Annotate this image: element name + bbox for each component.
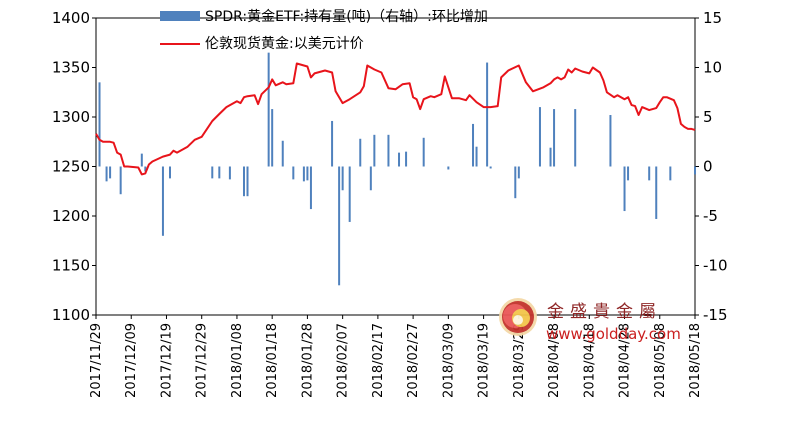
x-tick-label: 2018/02/27 bbox=[406, 323, 421, 398]
bar bbox=[348, 166, 351, 222]
right-axis-labels: -15 -10 -5 0 5 10 15 bbox=[703, 9, 728, 324]
x-tick-label: 2017/11/29 bbox=[89, 323, 104, 398]
right-tick-label: -15 bbox=[703, 306, 728, 324]
tick-marks bbox=[92, 17, 699, 316]
x-tick-label: 2017/12/09 bbox=[124, 323, 139, 398]
bar bbox=[281, 140, 284, 167]
bar bbox=[648, 166, 651, 181]
left-tick-label: 1350 bbox=[52, 59, 90, 77]
bar bbox=[168, 166, 171, 179]
bar bbox=[405, 151, 408, 167]
bar bbox=[228, 166, 231, 180]
x-tick-label: 2018/01/08 bbox=[230, 323, 245, 398]
bar bbox=[369, 166, 372, 191]
x-tick-label: 2018/01/18 bbox=[265, 323, 280, 398]
bar bbox=[627, 166, 630, 181]
x-tick-label: 2018/04/28 bbox=[618, 323, 633, 398]
right-tick-label: 0 bbox=[703, 158, 713, 176]
bar bbox=[271, 109, 274, 167]
legend-bar-swatch bbox=[160, 11, 200, 21]
left-tick-label: 1300 bbox=[52, 108, 90, 126]
x-tick-label: 2018/01/28 bbox=[300, 323, 315, 398]
bar bbox=[398, 152, 401, 167]
x-tick-label: 2017/12/19 bbox=[159, 323, 174, 398]
left-tick-label: 1150 bbox=[52, 257, 90, 275]
bar bbox=[302, 166, 305, 182]
x-tick-label: 2018/04/18 bbox=[582, 323, 597, 398]
gold-price-series-line bbox=[95, 62, 696, 176]
x-tick-label: 2018/05/08 bbox=[653, 323, 668, 398]
right-tick-label: 5 bbox=[703, 108, 713, 126]
bar bbox=[218, 166, 221, 179]
bar bbox=[549, 147, 552, 167]
bar bbox=[472, 123, 475, 167]
bar bbox=[694, 166, 696, 175]
bar bbox=[292, 166, 295, 180]
bar bbox=[387, 134, 390, 167]
bar bbox=[553, 109, 556, 167]
spdr-bars bbox=[98, 52, 696, 286]
x-axis-labels: 2017/11/29 2017/12/09 2017/12/19 2017/12/29… bbox=[89, 315, 703, 398]
bar bbox=[609, 115, 612, 167]
bar bbox=[144, 166, 147, 172]
bar bbox=[331, 120, 334, 167]
bar bbox=[538, 107, 541, 167]
bar bbox=[489, 166, 492, 169]
legend-line-label: 伦敦现货黄金:以美元计价 bbox=[205, 35, 364, 52]
bar bbox=[338, 166, 341, 286]
left-axis-labels: 1100 1150 1200 1250 1300 1350 1400 bbox=[52, 9, 90, 324]
bar bbox=[359, 138, 362, 167]
bar bbox=[140, 153, 143, 167]
bar bbox=[211, 166, 214, 179]
x-tick-label: 2018/02/07 bbox=[336, 323, 351, 398]
watermark-url: www.goldday.com bbox=[546, 325, 681, 343]
x-tick-label: 2018/03/09 bbox=[441, 323, 456, 398]
bar bbox=[309, 166, 312, 210]
watermark: 金盛貴金屬 www.goldday.com bbox=[499, 298, 681, 343]
right-tick-label: -10 bbox=[703, 257, 728, 275]
left-tick-label: 1100 bbox=[52, 306, 90, 324]
bar bbox=[242, 166, 245, 197]
bar bbox=[422, 137, 425, 167]
watermark-logo-icon bbox=[499, 298, 537, 336]
x-tick-label: 2017/12/29 bbox=[195, 323, 210, 398]
bar bbox=[98, 82, 101, 167]
right-tick-label: 10 bbox=[703, 59, 722, 77]
x-tick-label: 2018/02/17 bbox=[371, 323, 386, 398]
bar bbox=[655, 166, 658, 219]
bar bbox=[475, 146, 478, 167]
bar bbox=[373, 134, 376, 167]
legend-bar-label: SPDR:黄金ETF:持有量(吨)（右轴）:环比增加 bbox=[205, 8, 488, 25]
bar bbox=[119, 166, 122, 195]
right-tick-label: -5 bbox=[703, 207, 718, 225]
bar bbox=[574, 109, 577, 167]
bar bbox=[514, 166, 517, 199]
bar bbox=[517, 166, 520, 179]
x-tick-label: 2018/03/19 bbox=[477, 323, 492, 398]
left-tick-label: 1400 bbox=[52, 9, 90, 27]
bar bbox=[306, 166, 309, 181]
bar bbox=[669, 166, 672, 181]
gold-price-line bbox=[95, 62, 696, 176]
bar bbox=[161, 166, 164, 236]
legend: SPDR:黄金ETF:持有量(吨)（右轴）:环比增加 伦敦现货黄金:以美元计价 bbox=[160, 8, 488, 52]
x-tick-label: 2018/04/08 bbox=[547, 323, 562, 398]
bar bbox=[246, 166, 249, 197]
x-tick-label: 2018/05/18 bbox=[688, 323, 703, 398]
watermark-cn: 金盛貴金屬 bbox=[547, 302, 662, 322]
bar bbox=[109, 166, 112, 179]
bar bbox=[486, 62, 489, 167]
bar bbox=[447, 166, 450, 170]
left-tick-label: 1250 bbox=[52, 158, 90, 176]
right-tick-label: 15 bbox=[703, 9, 722, 27]
bar bbox=[623, 166, 626, 212]
left-tick-label: 1200 bbox=[52, 207, 90, 225]
x-tick-label: 2018/03/29 bbox=[512, 323, 527, 398]
bar bbox=[267, 52, 270, 167]
axes bbox=[95, 17, 696, 316]
bar bbox=[105, 166, 108, 182]
bar bbox=[341, 166, 344, 191]
